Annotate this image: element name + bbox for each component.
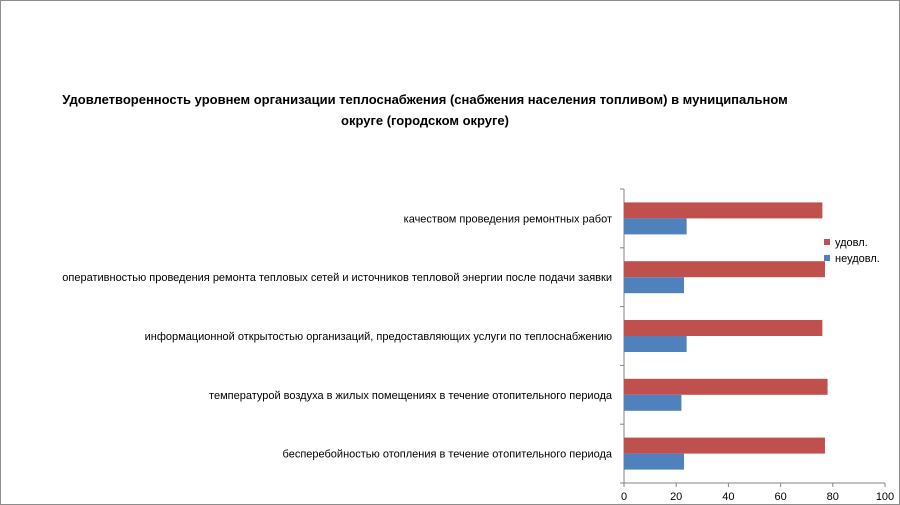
x-tick-label: 60 [774,491,786,503]
category-label: качеством проведения ремонтных работ [404,213,612,225]
legend-swatch [824,255,830,261]
legend: удовл. неудовл. [824,237,880,265]
legend-label: неудовл. [835,253,880,265]
bar-unsatisfied [624,336,687,352]
x-tick-label: 0 [621,491,627,503]
tick-labels: 0 20 40 60 80 100 [621,491,894,503]
chart-bars [624,202,828,470]
bar-satisfied [624,437,825,454]
category-label: оперативностью проведения ремонта теплов… [62,272,612,284]
bar-satisfied [624,378,828,395]
bar-satisfied [624,261,825,278]
x-tick-label: 100 [876,491,894,503]
bar-satisfied [624,320,823,336]
x-tick-label: 80 [827,491,839,503]
bar-unsatisfied [624,277,685,294]
bar-unsatisfied [624,453,685,470]
chart-title: Удовлетворенность уровнем организации те… [62,92,788,128]
legend-label: удовл. [835,237,868,249]
bar-unsatisfied [624,218,687,235]
category-label: информационной открытостью организаций, … [145,331,612,343]
x-tick-label: 20 [670,491,682,503]
bar-satisfied [624,202,823,219]
category-label: бесперебойностью отопления в течение ото… [283,449,613,461]
bar-unsatisfied [624,394,682,411]
category-labels: качеством проведения ремонтных работ опер… [62,213,613,460]
category-label: температурой воздуха в жилых помещениях … [209,390,613,402]
x-tick-label: 40 [722,491,734,503]
legend-swatch [824,239,830,245]
